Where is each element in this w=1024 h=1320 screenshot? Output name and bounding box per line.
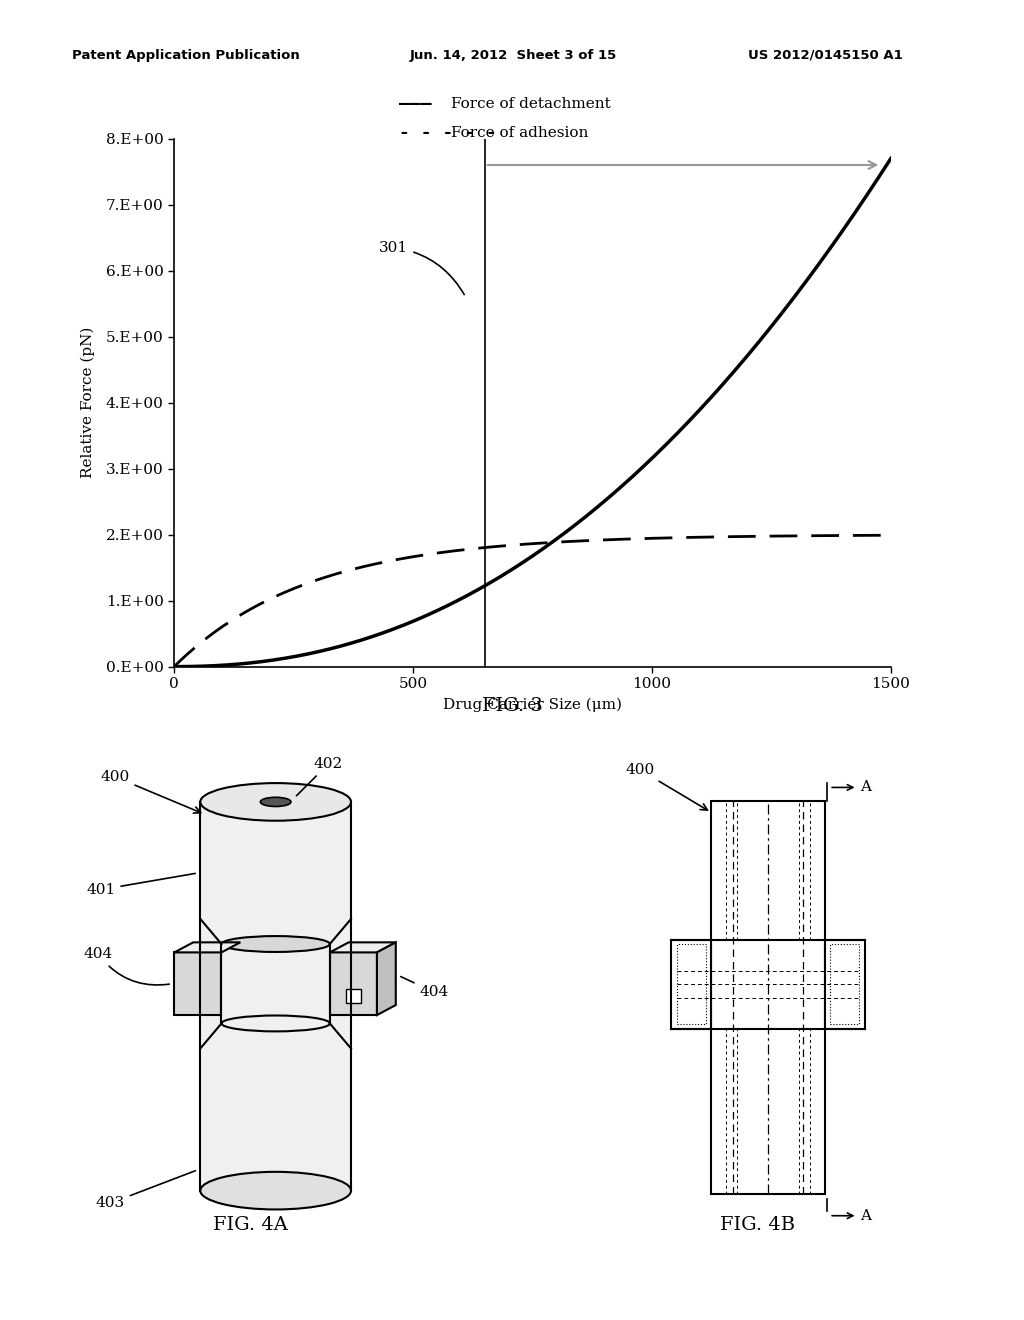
- Text: Jun. 14, 2012  Sheet 3 of 15: Jun. 14, 2012 Sheet 3 of 15: [410, 49, 616, 62]
- Polygon shape: [377, 942, 395, 1015]
- Ellipse shape: [260, 797, 291, 807]
- Polygon shape: [330, 942, 395, 953]
- Text: 404: 404: [400, 977, 449, 999]
- Text: A: A: [860, 780, 870, 795]
- Polygon shape: [201, 801, 351, 1191]
- Text: FIG. 4B: FIG. 4B: [720, 1216, 796, 1234]
- Bar: [330, 953, 377, 1015]
- Text: 400: 400: [626, 763, 708, 810]
- Text: FIG. 3: FIG. 3: [481, 697, 543, 715]
- Text: ———: ———: [399, 95, 432, 114]
- Ellipse shape: [201, 783, 351, 821]
- Bar: [677, 945, 706, 1024]
- Text: 301: 301: [379, 240, 464, 294]
- Text: US 2012/0145150 A1: US 2012/0145150 A1: [748, 49, 902, 62]
- Polygon shape: [174, 942, 241, 953]
- Bar: [672, 940, 712, 1028]
- Bar: [824, 940, 864, 1028]
- Bar: [174, 953, 221, 1015]
- Text: Patent Application Publication: Patent Application Publication: [72, 49, 299, 62]
- Text: 401: 401: [86, 874, 196, 896]
- Text: FIG. 4A: FIG. 4A: [213, 1216, 289, 1234]
- Text: Force of adhesion: Force of adhesion: [451, 127, 588, 140]
- Text: 400: 400: [100, 770, 201, 813]
- Ellipse shape: [221, 936, 330, 952]
- Text: Force of detachment: Force of detachment: [451, 98, 610, 111]
- Text: 402: 402: [297, 758, 343, 796]
- Text: A: A: [860, 1209, 870, 1222]
- Bar: [830, 945, 859, 1024]
- Text: 403: 403: [96, 1171, 196, 1210]
- Ellipse shape: [201, 1172, 351, 1209]
- Bar: [712, 801, 824, 1195]
- X-axis label: Drug Carrier Size (μm): Drug Carrier Size (μm): [443, 698, 622, 713]
- Bar: [346, 989, 360, 1003]
- Text: 404: 404: [84, 948, 169, 985]
- Text: - - - - -: - - - - -: [399, 124, 498, 143]
- Y-axis label: Relative Force (pN): Relative Force (pN): [80, 327, 94, 478]
